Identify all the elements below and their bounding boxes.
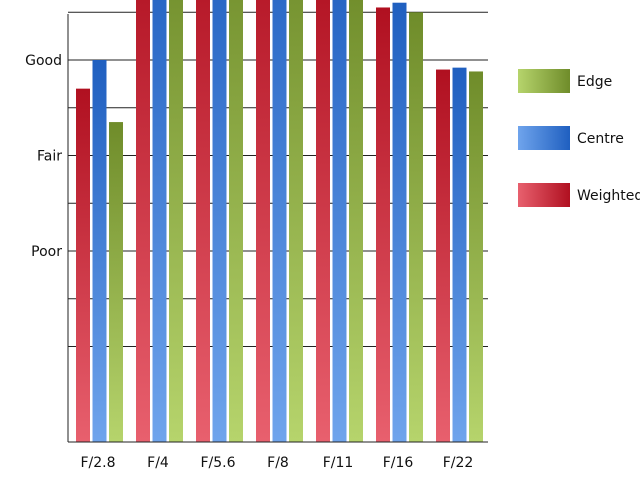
y-tick-label: Fair [37,149,62,165]
bar-centre [92,60,107,442]
bar-edge [229,0,243,442]
bar-edge [469,71,483,443]
bar-edge [409,12,423,442]
legend-label-weighted: Weighted [577,188,640,204]
x-tick-label: F/8 [267,455,289,471]
bar-edge [169,0,183,443]
bar-edge [349,0,363,442]
bar-weighted [76,88,90,443]
y-tick-label: Good [25,53,62,69]
legend: Edge Centre Weighted [518,69,640,207]
bar-centre [332,0,347,442]
bar-edge [109,122,123,442]
bar-centre [272,0,287,442]
x-tick-label: F/16 [383,455,414,471]
x-tick-label: F/4 [147,455,169,471]
bar-centre [152,0,167,442]
x-tick-label: F/5.6 [200,455,235,471]
legend-label-centre: Centre [577,131,624,147]
legend-swatch-weighted [518,183,570,207]
bar-weighted [376,7,390,442]
bar-weighted [196,0,210,442]
bar-weighted [316,0,330,442]
bar-weighted [436,69,450,443]
bar-centre [212,0,227,442]
y-tick-label: Poor [31,244,62,260]
bars [76,0,483,443]
legend-swatch-centre [518,126,570,150]
x-tick-label: F/22 [443,455,474,471]
bar-centre [452,67,467,442]
bar-weighted [256,0,270,442]
bar-edge [289,0,303,443]
x-tick-label: F/2.8 [80,455,115,471]
x-tick-label: F/11 [323,455,354,471]
bar-centre [392,2,407,442]
y-tick-labels: ExcellentGoodFairPoor [25,53,62,260]
legend-label-edge: Edge [577,74,612,90]
legend-swatch-edge [518,69,570,93]
bar-weighted [136,0,150,443]
axes [67,14,488,443]
x-tick-labels: F/2.8 F/4 F/5.6 F/8 F/11 F/16 F/22 [80,455,473,471]
